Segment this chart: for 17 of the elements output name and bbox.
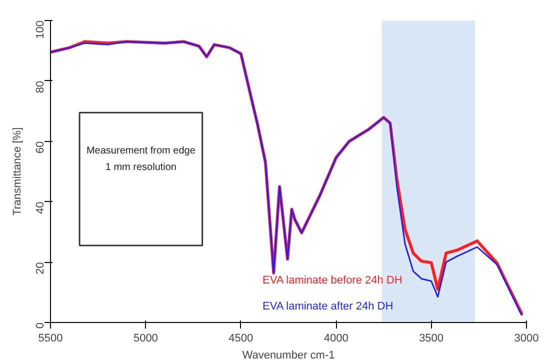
y-tick-label: 60 [34,141,46,154]
x-tick-label: 3500 [419,332,444,344]
y-tick-label: 20 [34,262,46,274]
y-tick-label: 40 [34,202,46,214]
x-tick-label: 3000 [514,332,539,344]
text: EVA laminate after 24h DH [262,300,394,312]
x-axis-title: Wavenumber cm-1 [242,350,335,362]
y-axis-title: Transmittance [%] [12,127,24,216]
annotation: Measurement from edge 1 mm resolution [86,146,196,174]
y-tick-label: 80 [34,80,46,94]
series-label: EVA laminate before 24h DH [262,274,402,286]
x-tick-label: 4500 [228,332,254,344]
x-tick-label: 5000 [133,332,158,344]
x-tick-label: 4000 [324,332,348,344]
y-tick-label: 100 [34,20,46,39]
x-tick-label: 5500 [38,332,63,344]
y-tick-label: 0 [34,322,46,329]
